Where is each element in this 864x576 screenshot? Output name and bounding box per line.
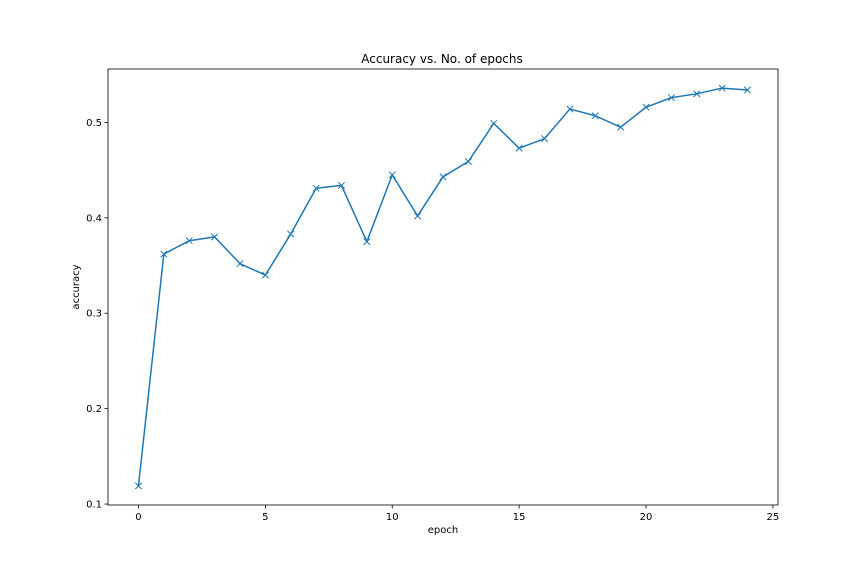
data-point-marker (160, 250, 168, 258)
x-tick-label: 25 (767, 512, 780, 523)
data-point-marker (540, 135, 549, 143)
plot-frame (107, 68, 779, 506)
data-point-marker (211, 233, 219, 241)
data-point-marker (134, 482, 143, 490)
y-tick-label: 0.2 (86, 404, 102, 415)
data-point-marker (667, 94, 675, 102)
y-tick-label: 0.4 (86, 213, 102, 224)
x-tick-label: 15 (513, 512, 526, 523)
data-point-marker (363, 238, 371, 246)
data-point-marker (287, 230, 295, 238)
data-point-marker (439, 173, 447, 181)
data-point-marker (414, 212, 422, 220)
y-tick-label: 0.3 (86, 309, 102, 320)
x-tick-label: 20 (640, 512, 653, 523)
y-axis: 0.1 0.2 0.3 0.4 0.5 (86, 118, 108, 511)
x-tick-label: 0 (135, 512, 141, 523)
data-point-marker (515, 144, 523, 152)
x-axis: 0 5 10 15 20 25 (135, 505, 779, 523)
data-point-marker (642, 103, 650, 111)
data-point-marker (464, 157, 472, 166)
data-point-marker (490, 119, 498, 127)
data-point-marker (617, 123, 625, 131)
y-tick-label: 0.1 (86, 500, 102, 511)
plot-area (134, 84, 752, 490)
x-tick-label: 5 (262, 512, 268, 523)
data-point-marker (312, 184, 320, 192)
data-point-marker (261, 271, 269, 279)
data-point-marker (566, 105, 574, 113)
series-line (137, 87, 748, 487)
data-point-marker (236, 260, 244, 268)
data-point-marker (591, 112, 599, 120)
x-tick-label: 10 (386, 512, 399, 523)
data-point-marker (718, 84, 726, 92)
data-point-marker (743, 86, 752, 94)
x-axis-label: epoch (428, 525, 458, 536)
y-tick-label: 0.5 (86, 118, 102, 129)
data-point-marker (388, 171, 396, 179)
data-point-marker (693, 90, 701, 98)
chart-title: Accuracy vs. No. of epochs (361, 52, 523, 66)
y-axis-label: accuracy (71, 264, 82, 309)
data-point-marker (337, 181, 346, 189)
data-point-marker (185, 237, 193, 245)
